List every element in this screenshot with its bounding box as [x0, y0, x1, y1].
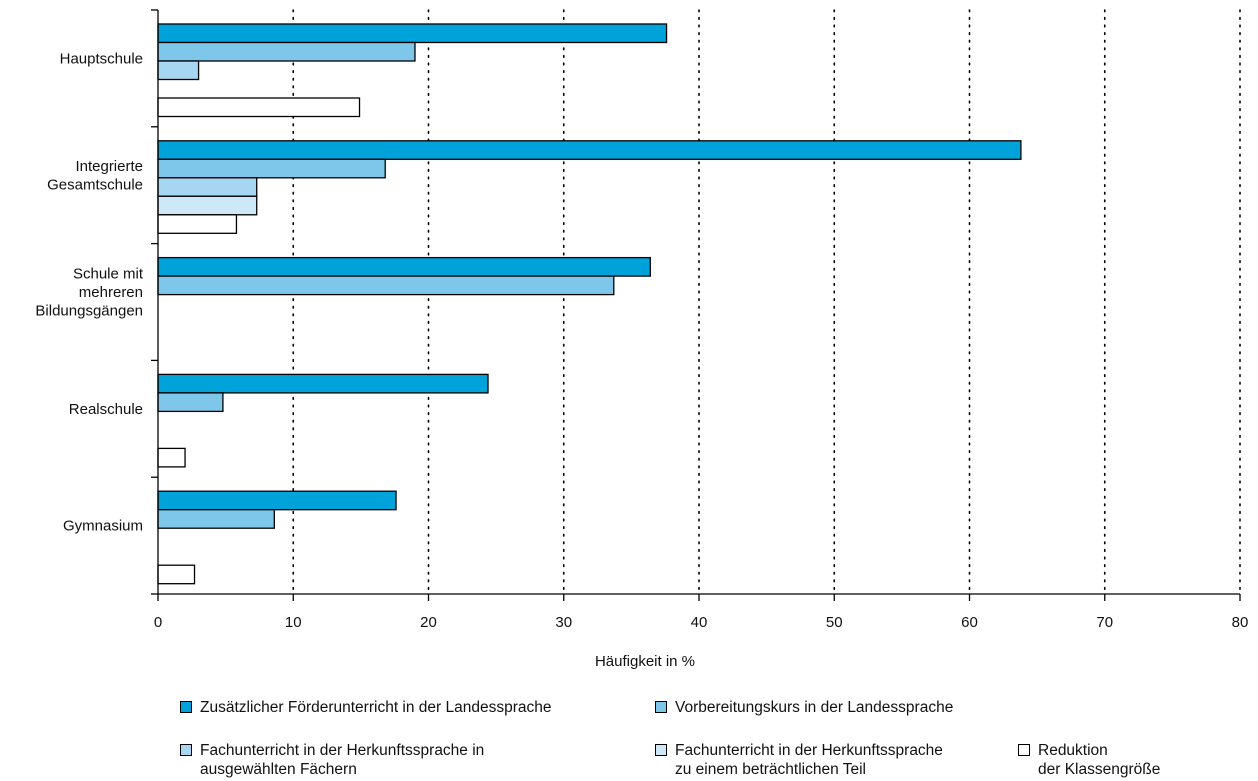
- x-axis-label: Häufigkeit in %: [595, 653, 695, 670]
- bar-1-3: [157, 195, 258, 216]
- category-label-line: mehreren: [79, 284, 143, 301]
- category-label-line: Schule mit: [73, 266, 144, 283]
- bar-3-4: [157, 447, 186, 468]
- bar-3-1: [157, 392, 224, 413]
- bar-1-4: [157, 214, 238, 234]
- bar-4-0: [157, 490, 397, 511]
- bar-2-0: [157, 256, 651, 277]
- legend-swatch: [1018, 744, 1030, 756]
- x-tick-label-30: 30: [555, 614, 572, 631]
- legend-label: Fachunterricht in der Herkunftssprache i…: [200, 742, 485, 778]
- x-tick-label-80: 80: [1232, 614, 1249, 631]
- legend-label: Zusätzlicher Förderunterricht in der Lan…: [200, 699, 552, 716]
- bar-1-1: [157, 158, 386, 179]
- x-tick-label-60: 60: [961, 614, 978, 631]
- bar-0-1: [157, 41, 416, 62]
- legend-swatch: [655, 701, 667, 713]
- bar-1-2: [157, 177, 258, 197]
- legend-label: Vorbereitungskurs in der Landessprache: [675, 699, 954, 716]
- gridlines: [292, 9, 1241, 595]
- category-label-line: Gesamtschule: [47, 176, 143, 193]
- x-tick-label-0: 0: [154, 614, 162, 631]
- axes: [151, 9, 1241, 601]
- bar-0-2: [157, 60, 200, 81]
- bar-4-1: [157, 509, 275, 529]
- category-label-2: Schule mit mehreren Bildungsgängen: [35, 266, 143, 320]
- bar-0-4: [157, 97, 361, 118]
- x-tick-labels: 0 10 20 30 40 50 60 70 80: [154, 614, 1249, 631]
- bar-1-0: [157, 140, 1022, 160]
- legend-label: Reduktion der Klassengröße: [1038, 742, 1161, 778]
- bar-3-0: [157, 373, 489, 394]
- bar-0-0: [157, 23, 668, 44]
- category-label-line: Bildungsgängen: [35, 303, 143, 320]
- category-labels: Hauptschule Integrierte Gesamtschule Schule…: [35, 50, 143, 534]
- legend-swatch: [180, 701, 192, 713]
- category-label-3: Realschule: [69, 401, 143, 418]
- bar-4-4: [157, 564, 196, 585]
- legend-swatch: [180, 744, 192, 756]
- bar-2-1: [157, 275, 615, 296]
- category-label-line: Integrierte: [75, 158, 143, 175]
- category-label-line: Hauptschule: [60, 50, 143, 67]
- x-tick-label-50: 50: [826, 614, 843, 631]
- bars: [157, 23, 1022, 585]
- legend-swatch: [655, 744, 667, 756]
- category-label-4: Gymnasium: [63, 518, 143, 535]
- category-label-0: Hauptschule: [60, 50, 143, 67]
- category-label-line: Gymnasium: [63, 518, 143, 535]
- x-tick-label-10: 10: [285, 614, 302, 631]
- x-tick-label-70: 70: [1096, 614, 1113, 631]
- x-tick-label-40: 40: [691, 614, 708, 631]
- legend-label: Fachunterricht in der Herkunftssprache zu…: [675, 742, 943, 778]
- x-tick-label-20: 20: [420, 614, 437, 631]
- category-label-line: Realschule: [69, 401, 143, 418]
- category-label-1: Integrierte Gesamtschule: [47, 158, 143, 194]
